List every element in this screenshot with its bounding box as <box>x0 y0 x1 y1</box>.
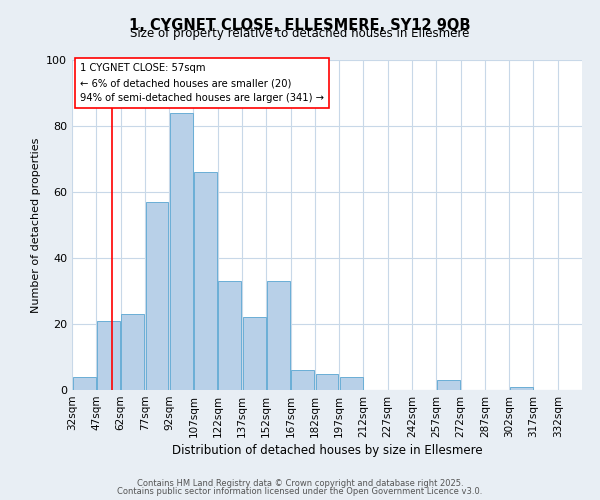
Y-axis label: Number of detached properties: Number of detached properties <box>31 138 41 312</box>
Text: Size of property relative to detached houses in Ellesmere: Size of property relative to detached ho… <box>130 28 470 40</box>
Text: 1 CYGNET CLOSE: 57sqm
← 6% of detached houses are smaller (20)
94% of semi-detac: 1 CYGNET CLOSE: 57sqm ← 6% of detached h… <box>80 64 323 103</box>
X-axis label: Distribution of detached houses by size in Ellesmere: Distribution of detached houses by size … <box>172 444 482 457</box>
Bar <box>316 374 338 390</box>
Text: Contains HM Land Registry data © Crown copyright and database right 2025.: Contains HM Land Registry data © Crown c… <box>137 479 463 488</box>
Bar <box>510 386 533 390</box>
Bar <box>267 281 290 390</box>
Text: Contains public sector information licensed under the Open Government Licence v3: Contains public sector information licen… <box>118 487 482 496</box>
Bar <box>146 202 169 390</box>
Bar <box>218 281 241 390</box>
Bar <box>194 172 217 390</box>
Bar <box>242 318 266 390</box>
Bar <box>340 377 363 390</box>
Bar <box>170 113 193 390</box>
Bar <box>73 377 95 390</box>
Bar <box>97 320 120 390</box>
Text: 1, CYGNET CLOSE, ELLESMERE, SY12 9QB: 1, CYGNET CLOSE, ELLESMERE, SY12 9QB <box>129 18 471 32</box>
Bar <box>291 370 314 390</box>
Bar <box>437 380 460 390</box>
Bar <box>121 314 144 390</box>
